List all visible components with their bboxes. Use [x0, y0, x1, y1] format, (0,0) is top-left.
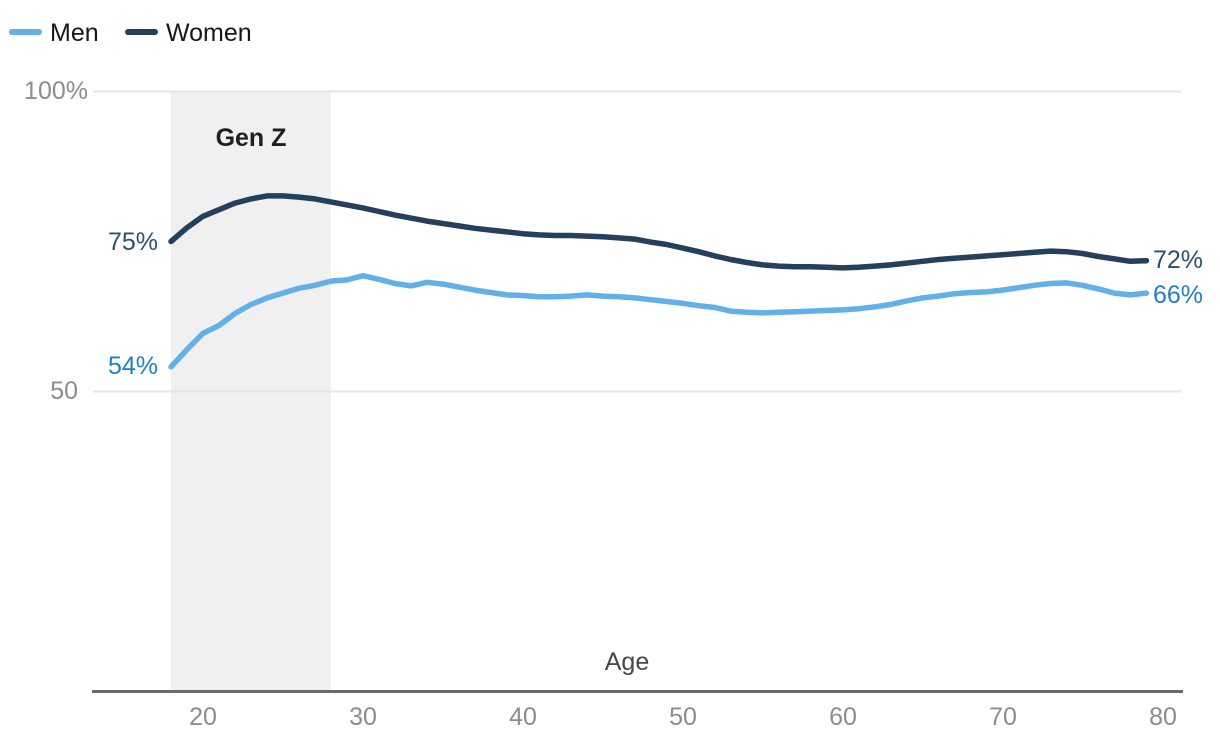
men-start-label: 54% — [107, 352, 158, 380]
y-tick-100: 100% — [24, 77, 88, 105]
x-tick-50: 50 — [669, 703, 697, 731]
legend-women-label: Women — [166, 19, 252, 47]
men-line — [168, 272, 1150, 370]
x-tick-20: 20 — [189, 703, 217, 731]
legend-men-label: Men — [50, 19, 99, 47]
x-tick-30: 30 — [349, 703, 377, 731]
women-line — [168, 193, 1150, 271]
women-end-label: 72% — [1153, 246, 1204, 274]
x-tick-60: 60 — [829, 703, 857, 731]
x-tick-70: 70 — [989, 703, 1017, 731]
gridlines — [93, 90, 1181, 393]
x-axis-title: Age — [604, 648, 650, 676]
x-tick-40: 40 — [509, 703, 537, 731]
x-tick-80: 80 — [1149, 703, 1177, 731]
genz-band-label: Gen Z — [215, 124, 287, 152]
y-tick-50: 50 — [50, 377, 78, 405]
legend-men-swatch — [9, 29, 42, 35]
women-start-label: 75% — [107, 228, 158, 256]
legend-women-swatch — [125, 29, 158, 35]
men-end-label: 66% — [1153, 281, 1204, 309]
